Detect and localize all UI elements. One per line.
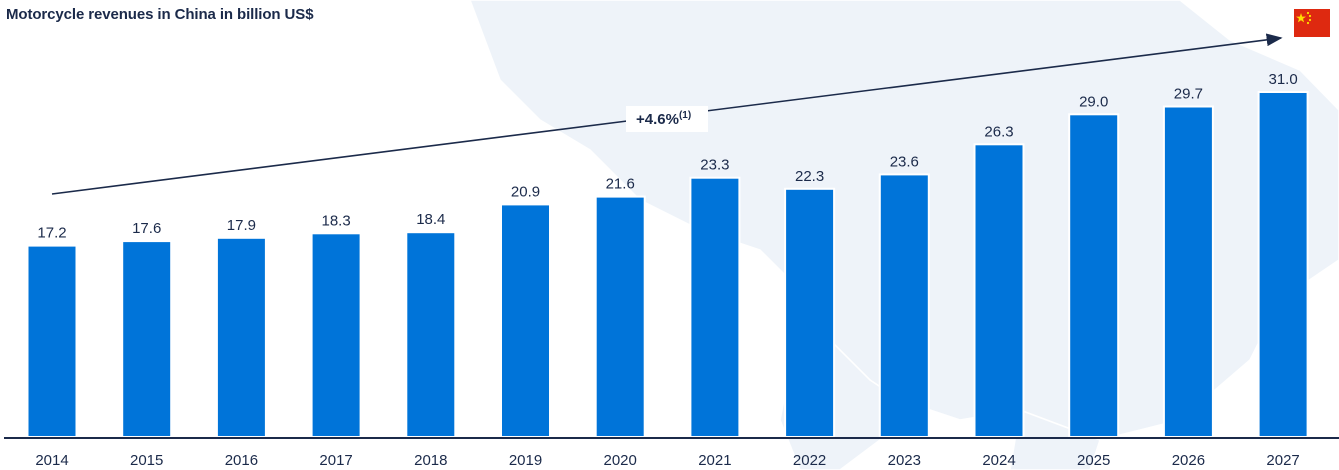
value-label-2018: 18.4	[416, 211, 445, 228]
bar-2019	[500, 203, 551, 438]
bar-2021	[689, 176, 741, 438]
x-tick-label-2023: 2023	[888, 452, 921, 469]
china-flag-icon	[1294, 9, 1330, 37]
bar-2024	[973, 143, 1025, 439]
bar-2017	[310, 232, 362, 438]
value-label-2015: 17.6	[132, 220, 161, 237]
x-tick-label-2025: 2025	[1077, 452, 1110, 469]
x-tick-label-2027: 2027	[1266, 452, 1299, 469]
value-label-2024: 26.3	[984, 123, 1013, 140]
x-tick-label-2015: 2015	[130, 452, 163, 469]
value-label-2017: 18.3	[321, 212, 350, 229]
chart-title: Motorcycle revenues in China in billion …	[6, 6, 314, 23]
value-label-2022: 22.3	[795, 168, 824, 185]
bar-2025	[1068, 113, 1120, 439]
x-tick-label-2017: 2017	[319, 452, 352, 469]
x-tick-label-2019: 2019	[509, 452, 542, 469]
cagr-footnote: (1)	[679, 110, 691, 121]
cagr-label-bg	[626, 106, 708, 132]
bar-2027	[1257, 91, 1309, 438]
x-tick-label-2020: 2020	[604, 452, 637, 469]
bar-2018	[405, 231, 457, 438]
value-label-2019: 20.9	[511, 183, 540, 200]
value-label-2027: 31.0	[1268, 71, 1297, 88]
bar-2026	[1162, 105, 1214, 438]
value-label-2025: 29.0	[1079, 93, 1108, 110]
x-tick-label-2014: 2014	[35, 452, 68, 469]
value-label-2020: 21.6	[606, 176, 635, 193]
x-tick-label-2022: 2022	[793, 452, 826, 469]
bar-2016	[215, 236, 267, 438]
x-tick-label-2026: 2026	[1172, 452, 1205, 469]
x-tick-label-2016: 2016	[225, 452, 258, 469]
value-label-2026: 29.7	[1174, 86, 1203, 103]
value-label-2016: 17.9	[227, 217, 256, 234]
x-tick-label-2021: 2021	[698, 452, 731, 469]
x-tick-label-2018: 2018	[414, 452, 447, 469]
x-tick-label-2024: 2024	[982, 452, 1015, 469]
bar-2014	[26, 244, 78, 438]
bar-2015	[121, 240, 173, 438]
value-label-2023: 23.6	[890, 153, 919, 170]
value-label-2014: 17.2	[37, 225, 66, 242]
cagr-value: +4.6%	[636, 111, 679, 128]
bar-2022	[784, 187, 836, 438]
bar-2020	[594, 195, 646, 438]
bar-2023	[878, 173, 930, 438]
cagr-label: +4.6%(1)	[636, 110, 691, 128]
value-label-2021: 23.3	[700, 157, 729, 174]
